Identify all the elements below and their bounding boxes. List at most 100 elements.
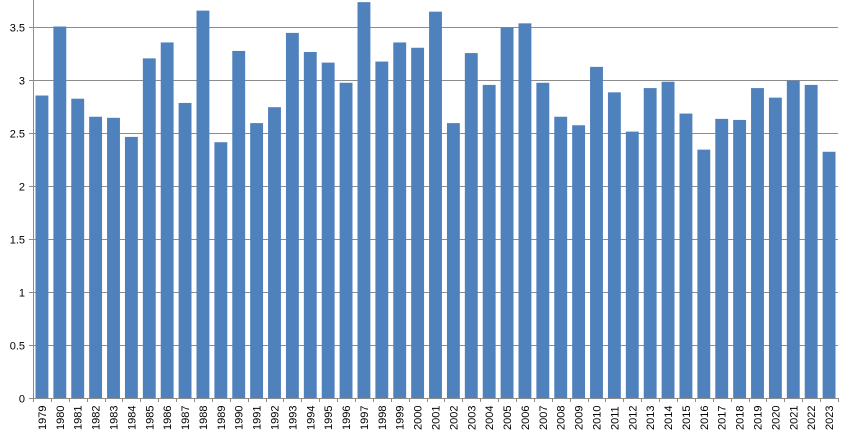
x-tick-label: 1987 — [180, 406, 192, 430]
x-axis-tick-labels: 1979 1980 1981 1982 1983 1984 1985 1986 1987 1988… — [37, 406, 836, 430]
x-tick-label: 1980 — [55, 406, 67, 430]
bar-2009 — [572, 125, 586, 399]
bar-1988 — [196, 10, 210, 399]
bar-2014 — [661, 81, 675, 398]
bar-2007 — [536, 82, 550, 398]
bar-1992 — [268, 107, 281, 398]
bar-2005 — [500, 27, 514, 399]
x-tick-label: 1999 — [395, 406, 407, 430]
x-tick-label: 1986 — [162, 406, 174, 430]
x-tick-label: 2002 — [448, 406, 460, 430]
bar-2016 — [697, 149, 711, 398]
x-tick-label: 1993 — [287, 406, 299, 430]
x-tick-label: 1984 — [126, 406, 138, 430]
bar-2002 — [446, 123, 460, 399]
x-tick-label: 2014 — [663, 406, 675, 430]
bar-2017 — [715, 118, 729, 399]
x-tick-label: 2010 — [592, 406, 604, 430]
axes — [29, 0, 839, 402]
x-tick-label: 2013 — [645, 406, 657, 430]
x-tick-label: 2001 — [431, 406, 443, 430]
x-tick-label: 2008 — [556, 406, 568, 430]
bar-2003 — [464, 53, 478, 398]
x-tick-label: 2015 — [681, 406, 693, 430]
bar-1980 — [53, 26, 67, 399]
x-tick-label: 2018 — [735, 406, 747, 430]
bar-2012 — [625, 131, 639, 399]
x-tick-label: 2012 — [627, 406, 639, 430]
x-tick-label: 1998 — [377, 406, 389, 430]
x-tick-label: 2009 — [574, 406, 586, 430]
x-tick-label: 1983 — [109, 406, 121, 430]
bar-1990 — [232, 50, 246, 398]
x-tick-label: 2005 — [502, 406, 514, 430]
bar-1985 — [142, 58, 156, 399]
bar-1984 — [124, 136, 138, 398]
x-tick-label: 2022 — [806, 406, 818, 430]
bar-1997 — [357, 2, 371, 399]
x-tick-label: 2000 — [413, 406, 425, 430]
bar-1983 — [107, 117, 120, 398]
bar-2023 — [822, 151, 836, 398]
y-tick-label: 2 — [19, 182, 25, 194]
bar-1979 — [35, 95, 49, 399]
bar-1996 — [339, 82, 353, 398]
x-tick-label: 2020 — [770, 406, 782, 430]
bars — [35, 2, 836, 399]
bar-1999 — [393, 42, 407, 398]
x-tick-label: 1994 — [305, 406, 317, 430]
bar-2010 — [590, 66, 603, 399]
x-tick-label: 2016 — [699, 406, 711, 430]
y-tick-label: 1.5 — [10, 235, 25, 247]
bar-1991 — [250, 123, 264, 399]
x-tick-label: 2003 — [466, 406, 478, 430]
y-tick-label: 2.5 — [10, 129, 25, 141]
bar-1989 — [214, 142, 228, 398]
x-tick-label: 1979 — [37, 406, 49, 430]
x-tick-label: 1989 — [216, 406, 228, 430]
bar-2018 — [733, 119, 747, 399]
y-tick-label: 0 — [19, 394, 25, 406]
x-tick-label: 2017 — [717, 406, 729, 430]
x-tick-label: 1982 — [91, 406, 103, 430]
x-tick-label: 2011 — [609, 406, 621, 430]
y-tick-label: 3 — [19, 76, 25, 88]
x-tick-label: 2006 — [520, 406, 532, 430]
bar-1987 — [178, 102, 192, 398]
bar-1986 — [160, 42, 174, 398]
bar-2021 — [786, 80, 800, 398]
bar-1995 — [321, 62, 335, 399]
x-tick-label: 2007 — [538, 406, 550, 430]
x-tick-label: 1988 — [198, 406, 210, 430]
bar-2022 — [804, 84, 818, 398]
bar-2008 — [554, 116, 568, 398]
bar-1981 — [71, 98, 85, 398]
x-tick-label: 1995 — [323, 406, 335, 430]
y-axis-tick-labels: 0 0.5 1 1.5 2 2.5 3 3.5 — [10, 23, 25, 406]
x-tick-label: 1997 — [359, 406, 371, 430]
bar-2013 — [643, 88, 657, 398]
y-tick-label: 0.5 — [10, 341, 25, 353]
x-tick-label: 1990 — [234, 406, 246, 430]
bar-1993 — [285, 32, 299, 399]
bar-1982 — [89, 116, 103, 398]
x-tick-label: 1981 — [73, 406, 85, 430]
bar-2015 — [679, 113, 693, 398]
bar-2020 — [768, 97, 782, 398]
bar-2001 — [429, 11, 442, 398]
y-tick-label: 3.5 — [10, 23, 25, 35]
x-tick-label: 2021 — [788, 406, 800, 430]
x-tick-label: 1992 — [270, 406, 282, 430]
bar-1998 — [375, 61, 389, 399]
bar-2019 — [751, 88, 764, 398]
bar-2006 — [518, 23, 532, 398]
y-tick-label: 1 — [19, 288, 25, 300]
x-tick-label: 1985 — [144, 406, 156, 430]
bar-2011 — [607, 92, 621, 398]
x-tick-label: 2004 — [484, 406, 496, 430]
x-tick-label: 2023 — [824, 406, 836, 430]
bar-2000 — [411, 47, 425, 398]
x-tick-label: 2019 — [753, 406, 765, 430]
x-tick-label: 1991 — [252, 406, 264, 430]
